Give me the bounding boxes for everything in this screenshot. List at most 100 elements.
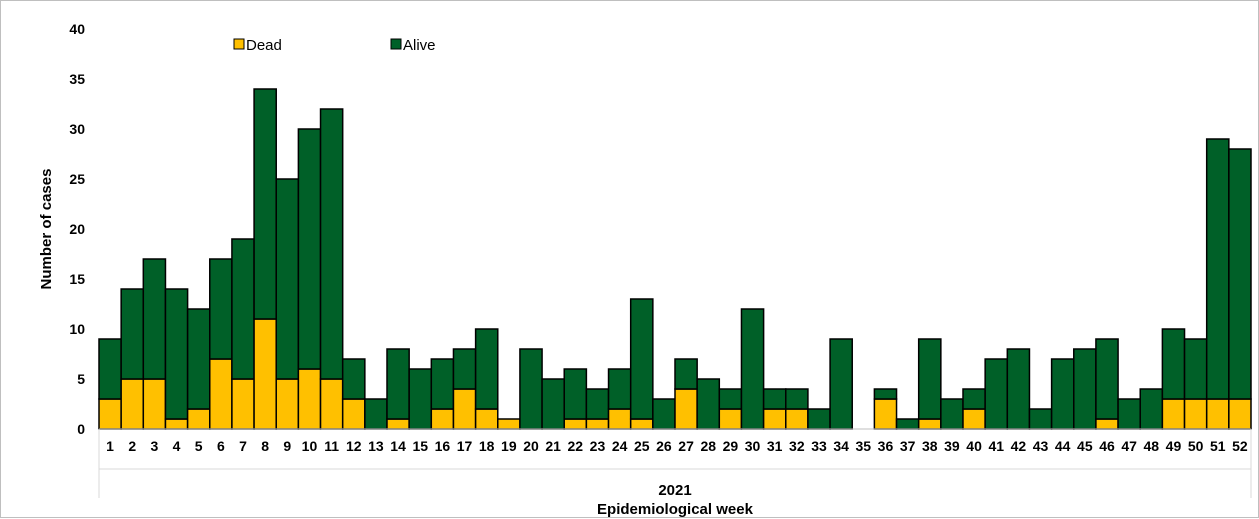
y-tick-label: 15 (69, 271, 85, 287)
bar-dead-week-1 (98, 398, 122, 430)
bar-alive-week-15 (408, 368, 433, 430)
x-tick-label: 31 (767, 438, 783, 454)
bar-dead-week-10 (297, 368, 322, 430)
x-tick-label: 35 (856, 438, 872, 454)
x-tick-label: 9 (283, 438, 291, 454)
bar-dead-week-46 (1095, 418, 1119, 430)
bar-alive-week-7 (231, 238, 255, 380)
bar-dead-week-23 (585, 418, 610, 430)
bar-alive-week-18 (474, 328, 499, 410)
bar-alive-week-16 (430, 358, 455, 410)
y-tick-label: 5 (77, 371, 85, 387)
x-tick-label: 52 (1232, 438, 1248, 454)
y-tick-label: 30 (69, 121, 85, 137)
bar-dead-week-32 (785, 408, 809, 430)
bar-dead-week-25 (629, 418, 654, 430)
bar-alive-week-20 (519, 348, 543, 430)
bar-alive-week-21 (541, 378, 565, 430)
bar-alive-week-13 (364, 398, 388, 430)
x-tick-label: 3 (150, 438, 158, 454)
bar-dead-week-6 (209, 358, 233, 430)
x-tick-label: 45 (1077, 438, 1093, 454)
bar-alive-week-14 (386, 348, 410, 420)
x-tick-label: 17 (457, 438, 473, 454)
bar-alive-week-40 (962, 388, 986, 410)
legend-swatch-dead (233, 38, 245, 50)
x-tick-label: 19 (501, 438, 517, 454)
bar-alive-week-12 (341, 358, 366, 400)
bar-dead-week-49 (1161, 398, 1186, 430)
x-tick-label: 12 (346, 438, 362, 454)
bar-alive-week-48 (1139, 388, 1164, 430)
bar-dead-week-24 (607, 408, 632, 430)
bar-alive-week-6 (209, 258, 233, 360)
x-tick-label: 8 (261, 438, 269, 454)
x-tick-label: 20 (523, 438, 539, 454)
x-tick-label: 16 (435, 438, 451, 454)
legend: Dead Alive (233, 37, 436, 54)
x-axis: 1 2 3 4 5 6 7 8 9 10 11 12 13 14 15 16 17 18 19 20 21 22 23 24 2… (98, 428, 1252, 498)
bar-dead-week-7 (231, 378, 255, 430)
bar-alive-week-52 (1228, 148, 1252, 400)
bar-alive-week-45 (1073, 348, 1097, 430)
bar-dead-week-36 (873, 398, 898, 430)
bar-alive-week-22 (563, 368, 588, 420)
bar-alive-week-17 (452, 348, 477, 390)
bar-alive-week-24 (607, 368, 632, 410)
x-tick-label: 42 (1011, 438, 1027, 454)
bar-dead-week-18 (474, 408, 499, 430)
x-tick-label: 13 (368, 438, 384, 454)
x-tick-label: 18 (479, 438, 495, 454)
legend-swatch-alive (390, 38, 402, 50)
y-tick-label: 35 (69, 71, 85, 87)
legend-label-alive: Alive (403, 37, 436, 54)
y-tick-label: 0 (77, 421, 85, 437)
x-tick-label: 23 (590, 438, 606, 454)
x-tick-label: 14 (390, 438, 406, 454)
bar-dead-week-2 (120, 378, 145, 430)
bar-alive-week-1 (98, 338, 122, 400)
x-tick-label: 37 (900, 438, 916, 454)
x-tick-label: 32 (789, 438, 805, 454)
x-tick-label: 30 (745, 438, 761, 454)
bar-alive-week-47 (1117, 398, 1141, 430)
bar-dead-week-51 (1205, 398, 1230, 430)
x-tick-label: 6 (217, 438, 225, 454)
x-tick-label: 21 (545, 438, 561, 454)
x-tick-label: 33 (811, 438, 827, 454)
x-tick-label: 48 (1144, 438, 1160, 454)
bar-alive-week-10 (297, 128, 322, 370)
bar-dead-week-17 (452, 388, 477, 430)
bar-dead-week-12 (341, 398, 366, 430)
bar-dead-week-31 (762, 408, 787, 430)
x-tick-label: 44 (1055, 438, 1071, 454)
bar-alive-week-43 (1028, 408, 1053, 430)
bar-dead-week-5 (186, 408, 211, 430)
x-tick-label: 38 (922, 438, 938, 454)
bar-alive-week-25 (629, 298, 654, 420)
x-tick-label: 34 (833, 438, 849, 454)
bar-alive-week-41 (984, 358, 1009, 430)
x-tick-label: 1 (106, 438, 114, 454)
bar-alive-week-4 (164, 288, 189, 420)
bars (98, 88, 1252, 430)
bar-alive-week-39 (940, 398, 964, 430)
x-tick-label: 29 (723, 438, 739, 454)
bar-alive-week-33 (807, 408, 831, 430)
x-tick-label: 4 (173, 438, 181, 454)
bar-alive-week-11 (319, 108, 344, 380)
x-tick-label: 5 (195, 438, 203, 454)
x-tick-label: 11 (324, 438, 339, 454)
bar-alive-week-31 (762, 388, 787, 410)
bar-dead-week-14 (386, 418, 410, 430)
x-tick-label: 24 (612, 438, 628, 454)
x-tick-label: 43 (1033, 438, 1049, 454)
y-tick-label: 20 (69, 221, 85, 237)
bar-dead-week-9 (275, 378, 300, 430)
bar-dead-week-50 (1183, 398, 1208, 430)
bar-dead-week-40 (962, 408, 986, 430)
bar-dead-week-22 (563, 418, 588, 430)
legend-label-dead: Dead (246, 37, 282, 54)
